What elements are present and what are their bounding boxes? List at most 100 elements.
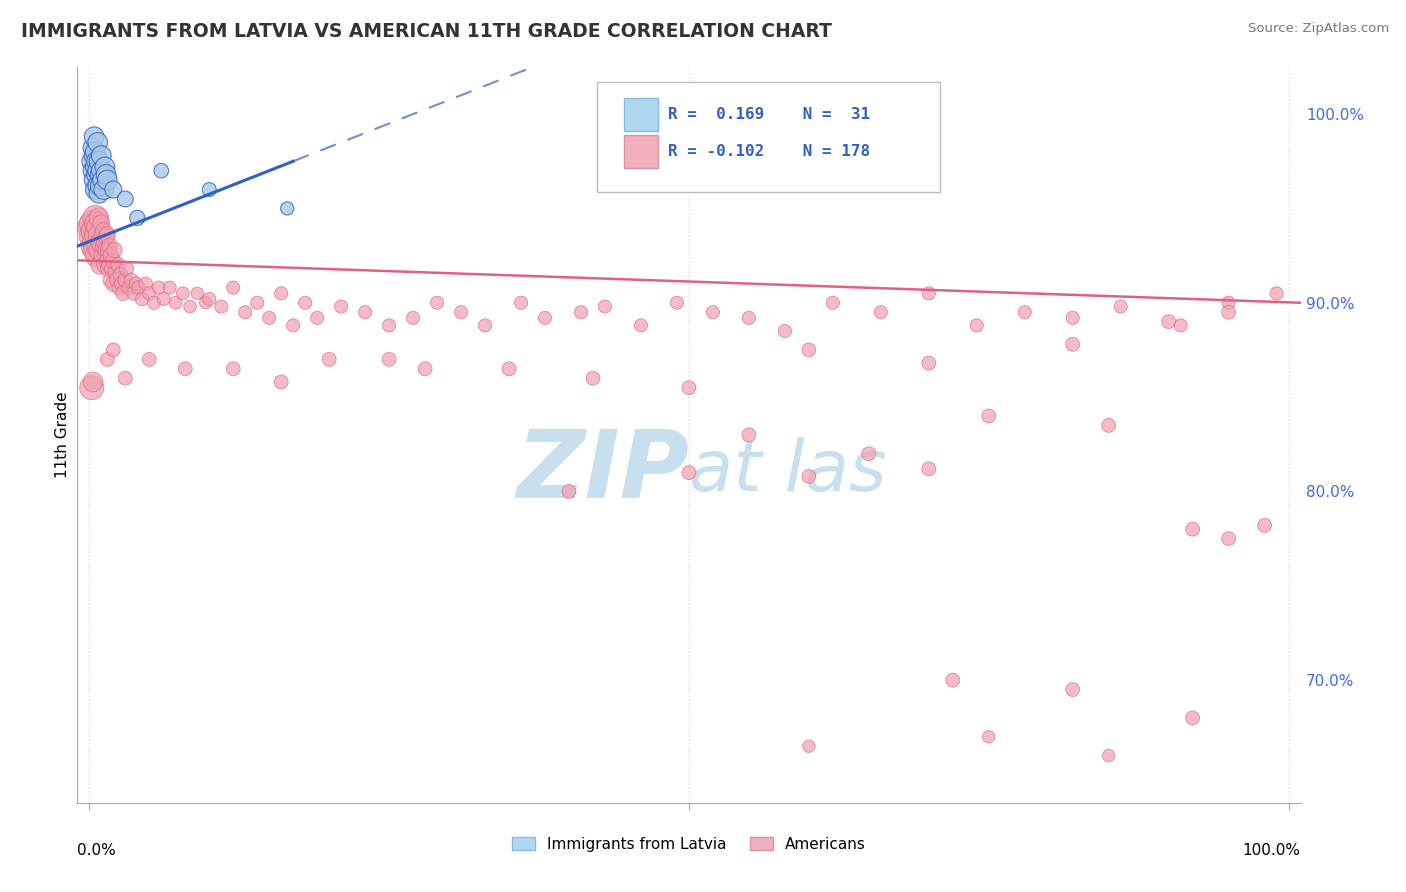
Point — [90, 163, 112, 178]
Point — [90, 239, 112, 253]
Point — [1014, 305, 1036, 319]
Point — [1062, 682, 1084, 697]
Text: Source: ZipAtlas.com: Source: ZipAtlas.com — [1249, 22, 1389, 36]
Point — [1181, 522, 1204, 536]
Point — [138, 286, 160, 301]
Point — [86, 217, 108, 231]
Point — [103, 343, 125, 357]
Point — [86, 136, 108, 150]
Point — [198, 292, 221, 306]
Point — [1170, 318, 1192, 333]
Point — [402, 310, 425, 325]
Text: ZIP: ZIP — [516, 425, 689, 517]
Point — [222, 280, 245, 294]
Point — [103, 182, 125, 196]
Point — [1253, 518, 1275, 533]
Point — [450, 305, 472, 319]
Point — [84, 182, 107, 196]
Point — [94, 235, 117, 250]
Point — [94, 160, 117, 174]
FancyBboxPatch shape — [624, 98, 658, 131]
Point — [87, 227, 110, 242]
Point — [678, 381, 700, 395]
Point — [1098, 748, 1121, 763]
Point — [276, 202, 298, 216]
Point — [858, 447, 880, 461]
Point — [1218, 295, 1240, 310]
Point — [98, 239, 121, 253]
Point — [94, 258, 117, 272]
Point — [143, 295, 166, 310]
Point — [91, 249, 114, 263]
Point — [93, 182, 115, 196]
Point — [103, 254, 125, 268]
Point — [86, 220, 108, 235]
Point — [1218, 532, 1240, 546]
Point — [246, 295, 269, 310]
Point — [82, 217, 104, 231]
Point — [165, 295, 187, 310]
Point — [97, 261, 120, 276]
Point — [209, 300, 232, 314]
Text: at las: at las — [689, 437, 887, 506]
Point — [114, 371, 136, 385]
Point — [474, 318, 496, 333]
Point — [120, 273, 142, 287]
Point — [172, 286, 194, 301]
Point — [413, 361, 436, 376]
Point — [94, 229, 117, 244]
Point — [330, 300, 353, 314]
Point — [186, 286, 208, 301]
Point — [233, 305, 256, 319]
Point — [114, 273, 136, 287]
Point — [114, 192, 136, 206]
Y-axis label: 11th Grade: 11th Grade — [55, 392, 70, 478]
Point — [738, 428, 761, 442]
Point — [966, 318, 988, 333]
Point — [86, 178, 108, 193]
Legend: Immigrants from Latvia, Americans: Immigrants from Latvia, Americans — [506, 830, 872, 858]
Point — [96, 173, 118, 187]
Point — [222, 361, 245, 376]
Point — [1109, 300, 1132, 314]
Point — [84, 211, 107, 225]
Point — [869, 305, 891, 319]
Point — [96, 254, 118, 268]
Point — [115, 261, 138, 276]
Text: 100.0%: 100.0% — [1243, 843, 1301, 858]
Point — [105, 273, 128, 287]
Point — [702, 305, 724, 319]
Point — [103, 243, 125, 257]
Point — [582, 371, 605, 385]
Point — [86, 227, 108, 242]
Point — [378, 318, 401, 333]
Point — [80, 220, 103, 235]
Point — [569, 305, 592, 319]
Point — [318, 352, 340, 367]
Point — [94, 168, 117, 182]
Point — [630, 318, 652, 333]
Point — [84, 145, 107, 159]
Point — [87, 243, 110, 257]
FancyBboxPatch shape — [624, 135, 658, 168]
Point — [307, 310, 329, 325]
Text: R = -0.102    N = 178: R = -0.102 N = 178 — [668, 144, 870, 159]
Point — [797, 739, 820, 754]
Point — [152, 292, 174, 306]
Point — [89, 178, 111, 193]
Point — [96, 227, 118, 242]
Point — [84, 235, 107, 250]
Point — [94, 243, 117, 257]
Point — [118, 280, 141, 294]
Point — [665, 295, 688, 310]
Point — [80, 154, 103, 169]
Point — [122, 286, 145, 301]
Point — [148, 280, 170, 294]
Point — [87, 154, 110, 169]
Point — [108, 280, 131, 294]
Point — [83, 173, 105, 187]
Point — [87, 211, 110, 225]
Point — [918, 356, 941, 370]
Point — [98, 258, 121, 272]
Point — [378, 352, 401, 367]
